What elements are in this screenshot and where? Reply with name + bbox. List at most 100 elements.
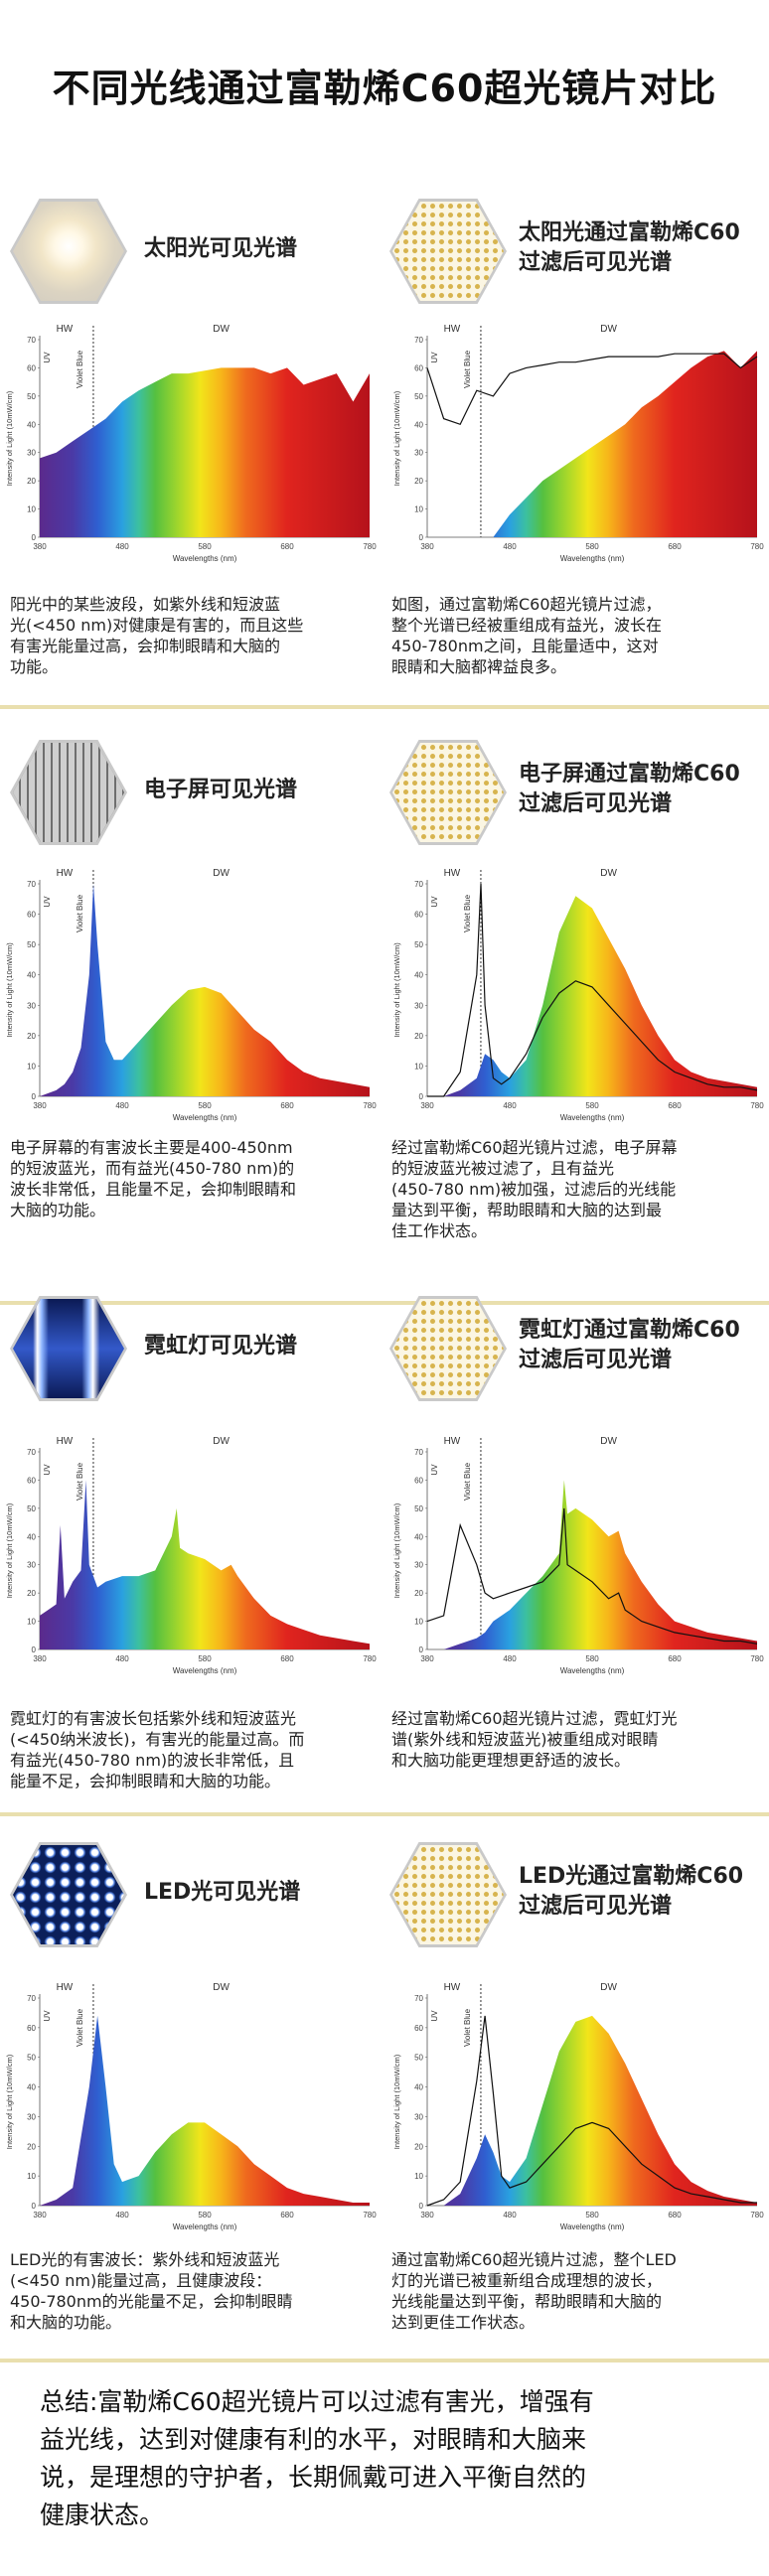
spectrum-area [427,896,757,1096]
hw-label: HW [57,1982,74,1993]
violet-blue-label: Violet Blue [463,2008,472,2047]
y-tick-label: 60 [27,2024,36,2033]
y-tick-label: 0 [419,1092,424,1101]
y-tick-label: 0 [419,533,424,542]
spectrum-area [427,351,757,537]
left-spectrum-title: 电子屏可见光谱 [144,778,298,802]
y-tick-label: 40 [27,2083,36,2092]
original-spectrum-line [426,1507,758,1645]
y-tick-label: 20 [414,1589,423,1598]
y-tick-label: 10 [414,1062,423,1071]
x-tick-label: 780 [363,1654,377,1663]
x-tick-label: 580 [198,1654,212,1663]
description-line: 经过富勒烯C60超光镜片过滤，霓虹灯光 [391,1709,678,1728]
y-axis-label: Intensity of Light (10mW/cm) [392,2054,401,2149]
description-line: 电子屏幕的有害波长主要是400-450nm [10,1138,293,1157]
x-tick-label: 480 [503,542,517,551]
y-tick-label: 30 [414,449,423,458]
left-description: LED光的有害波长：紫外线和短波蓝光 (<450 nm)能量过高，且健康波段： 45… [10,2249,378,2333]
x-tick-label: 480 [503,2211,517,2219]
x-tick-label: 780 [750,1101,764,1110]
y-axis-label: Intensity of Light (10mW/cm) [392,390,401,486]
y-tick-label: 50 [414,2054,423,2063]
y-tick-label: 60 [414,363,423,372]
y-tick-label: 10 [27,1618,36,1627]
dw-label: DW [600,868,617,879]
y-tick-label: 30 [414,1001,423,1010]
y-tick-label: 0 [32,533,37,542]
left-spectrum-title: 霓虹灯可见光谱 [144,1334,298,1359]
violet-blue-label: Violet Blue [463,350,472,388]
y-tick-label: 20 [414,2142,423,2151]
uv-label: UV [43,1464,52,1476]
left-description: 霓虹灯的有害波长包括紫外线和短波蓝光 (<450纳米波长)，有害光的能量过高。而有… [10,1708,378,1791]
x-tick-label: 480 [115,1101,129,1110]
light-source-image [13,1845,124,1944]
y-axis-label: Intensity of Light (10mW/cm) [392,1503,401,1598]
x-tick-label: 480 [115,1654,129,1663]
description-line: (<450纳米波长)，有害光的能量过高。而 [10,1730,305,1749]
violet-blue-label: Violet Blue [463,894,472,932]
y-tick-label: 20 [27,2142,36,2151]
violet-blue-label: Violet Blue [463,1462,472,1501]
y-tick-label: 10 [27,1062,36,1071]
y-tick-label: 60 [414,2024,423,2033]
y-tick-label: 60 [414,1476,423,1485]
dw-label: DW [600,1982,617,1993]
x-tick-label: 480 [115,542,129,551]
y-tick-label: 60 [27,363,36,372]
x-tick-label: 380 [33,2211,47,2219]
x-tick-label: 680 [280,1654,294,1663]
y-axis-label: Intensity of Light (10mW/cm) [5,2054,14,2149]
y-tick-label: 20 [414,1032,423,1041]
y-tick-label: 30 [27,449,36,458]
left-description: 阳光中的某些波段，如紫外线和短波蓝 光(<450 nm)对健康是有害的，而且这些有… [10,594,378,677]
y-tick-label: 60 [414,911,423,920]
section-divider [0,1301,769,1305]
description-line: 450-780nm的光能量不足，会抑制眼睛 [10,2292,293,2311]
x-axis-label: Wavelengths (nm) [560,1666,625,1675]
hw-label: HW [57,868,74,879]
uv-label: UV [43,896,52,908]
description-line: 经过富勒烯C60超光镜片过滤，电子屏幕 [391,1138,678,1157]
y-tick-label: 20 [27,477,36,486]
y-tick-label: 70 [414,1448,423,1457]
dw-label: DW [600,324,617,335]
c60-lens-image [392,1845,504,1944]
description-line: 光线能量达到平衡，帮助眼睛和大脑的 [391,2292,663,2311]
x-tick-label: 380 [33,1101,47,1110]
y-tick-label: 20 [414,477,423,486]
right-description: 通过富勒烯C60超光镜片过滤，整个LED 灯的光谱已被重新组合成理想的波长， 光线能… [391,2249,759,2333]
x-tick-label: 380 [33,1654,47,1663]
summary-line: 益光线，达到对健康有利的水平，对眼睛和大脑来 [40,2425,587,2454]
c60-lens-hex-frame [389,1842,507,1947]
dw-label: DW [213,1436,230,1447]
spectrum-area [40,2015,370,2206]
light-source-image [13,202,124,301]
x-axis-label: Wavelengths (nm) [560,1113,625,1122]
hw-label: HW [444,1436,461,1447]
y-tick-label: 40 [27,420,36,429]
summary-line: 总结:富勒烯C60超光镜片可以过滤有害光，增强有 [40,2387,594,2416]
y-tick-label: 30 [27,1561,36,1570]
violet-blue-label: Violet Blue [76,2008,84,2047]
description-line: 灯的光谱已被重新组合成理想的波长， [391,2271,663,2290]
description-line: 量达到平衡，帮助眼睛和大脑的达到最 [391,1201,663,1219]
right-spectrum-title-line2: 过滤后可见光谱 [519,250,673,275]
x-tick-label: 580 [198,2211,212,2219]
y-axis-label: Intensity of Light (10mW/cm) [5,390,14,486]
y-tick-label: 70 [27,1994,36,2003]
description-line: 如图，通过富勒烯C60超光镜片过滤， [391,595,662,614]
c60-lens-hex-frame [389,1296,507,1401]
right-spectrum-title-line2: 过滤后可见光谱 [519,791,673,816]
hw-label: HW [444,1982,461,1993]
uv-label: UV [43,2010,52,2022]
y-tick-label: 40 [414,971,423,980]
y-tick-label: 40 [414,420,423,429]
right-spectrum-title-line2: 过滤后可见光谱 [519,1894,673,1919]
description-line: 达到更佳工作状态。 [391,2313,536,2332]
c60-lens-hex-frame [389,199,507,304]
